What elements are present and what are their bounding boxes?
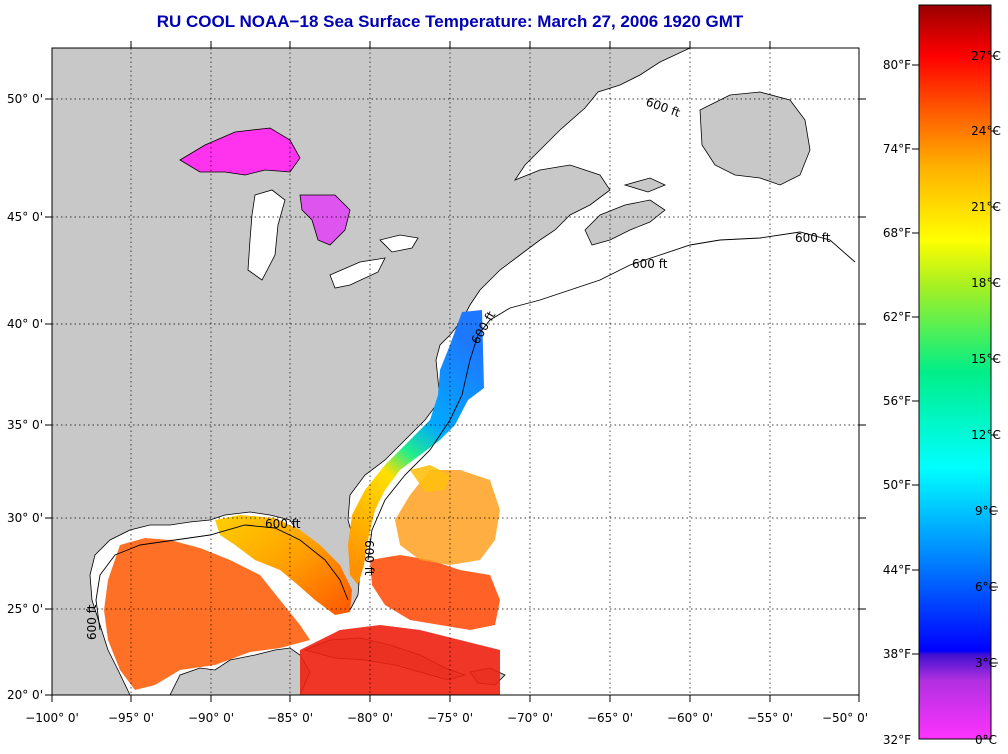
fahrenheit-label: 50°F <box>883 478 911 492</box>
isobath-label-6: 600 ft <box>85 604 99 640</box>
lat-label: 25° 0' <box>7 602 43 616</box>
celsius-label: 3°C <box>975 656 997 670</box>
isobath-600ft-gulf <box>95 524 349 631</box>
sst-gulf-west <box>104 538 310 690</box>
isobath-label-2: 600 ft <box>632 257 668 271</box>
fahrenheit-label: 44°F <box>883 563 911 577</box>
lake-huron <box>299 194 351 246</box>
lat-label: 50° 0' <box>7 92 43 106</box>
land-north-america <box>52 48 691 695</box>
isobath-label-3: 600 ft <box>795 231 831 245</box>
lon-label: −90° 0' <box>188 711 234 725</box>
celsius-label: 24°C <box>971 124 1001 138</box>
fahrenheit-label: 32°F <box>883 733 911 747</box>
lon-label: −85° 0' <box>267 711 313 725</box>
fahrenheit-label: 38°F <box>883 647 911 661</box>
isobath-600ft-northeast <box>469 231 856 361</box>
celsius-label: 6°C <box>975 580 997 594</box>
celsius-label: 27°C <box>971 49 1001 63</box>
land-pei <box>623 177 666 193</box>
lon-label: −95° 0' <box>108 711 154 725</box>
isobath-600ft-se <box>367 359 471 561</box>
lon-label: −60° 0' <box>667 711 713 725</box>
fahrenheit-label: 68°F <box>883 226 911 240</box>
lon-labels: −100° 0' −95° 0' −90° 0' −85° 0' −80° 0'… <box>25 711 868 725</box>
celsius-label: 18°C <box>971 276 1001 290</box>
lon-label: −75° 0' <box>427 711 473 725</box>
land-nova-scotia <box>584 199 666 246</box>
sst-atlantic-swath <box>348 310 484 585</box>
fahrenheit-label: 56°F <box>883 394 911 408</box>
isobath-label-7: 600 ft <box>265 517 301 531</box>
lon-label: −50° 0' <box>822 711 868 725</box>
lat-label: 40° 0' <box>7 317 43 331</box>
map-ticks <box>45 41 866 702</box>
land-newfoundland <box>699 91 811 186</box>
fahrenheit-label: 62°F <box>883 310 911 324</box>
lake-ontario <box>379 234 419 253</box>
lake-erie <box>329 257 386 289</box>
colorbar <box>918 4 992 740</box>
sst-bahamas <box>370 555 500 630</box>
sst-atlantic-patch <box>410 465 450 492</box>
sst-gulf-shelf <box>215 515 352 615</box>
lat-label: 35° 0' <box>7 418 43 432</box>
isobath-label-5: 600 ft <box>362 540 376 576</box>
lake-superior <box>179 127 301 176</box>
lon-label: −55° 0' <box>747 711 793 725</box>
celsius-label: 12°C <box>971 428 1001 442</box>
lat-label: 20° 0' <box>7 688 43 702</box>
celsius-label: 9°C <box>975 504 997 518</box>
fahrenheit-label: 80°F <box>883 58 911 72</box>
celsius-label: 21°C <box>971 200 1001 214</box>
celsius-label: 0°C <box>975 733 997 747</box>
lon-label: −70° 0' <box>507 711 553 725</box>
lat-label: 30° 0' <box>7 511 43 525</box>
lat-label: 45° 0' <box>7 210 43 224</box>
map-frame <box>51 47 860 696</box>
map-title: RU COOL NOAA−18 Sea Surface Temperature:… <box>156 12 744 31</box>
lon-label: −65° 0' <box>587 711 633 725</box>
colorbar-celsius-labels: 27°C 24°C 21°C 18°C 15°C 12°C 9°C 6°C 3°… <box>971 49 1001 747</box>
lat-labels: 50° 0' 45° 0' 40° 0' 35° 0' 30° 0' 25° 0… <box>7 92 43 702</box>
lake-michigan <box>247 189 286 281</box>
lon-label: −80° 0' <box>347 711 393 725</box>
celsius-label: 15°C <box>971 352 1001 366</box>
colorbar-ticks <box>912 55 998 664</box>
sst-atlantic-offshore <box>395 470 500 565</box>
colorbar-fahrenheit-labels: 80°F 74°F 68°F 62°F 56°F 50°F 44°F 38°F … <box>883 58 911 747</box>
lon-label: −100° 0' <box>25 711 79 725</box>
fahrenheit-label: 74°F <box>883 142 911 156</box>
